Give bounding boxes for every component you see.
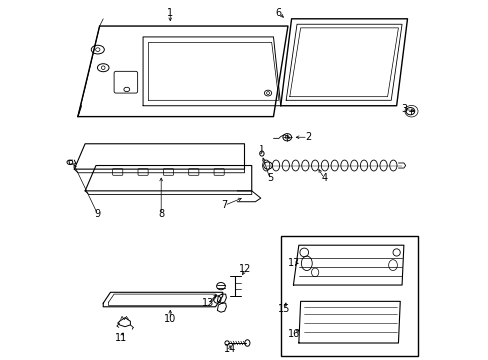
Text: 8: 8 [158, 210, 164, 219]
Text: 16: 16 [288, 329, 300, 339]
Text: 14: 14 [224, 344, 236, 354]
Text: 11: 11 [115, 333, 127, 343]
Text: 13: 13 [202, 298, 214, 308]
Text: 17: 17 [288, 258, 300, 268]
Text: 10: 10 [164, 314, 176, 324]
Text: 6: 6 [275, 8, 282, 18]
Text: 4: 4 [321, 173, 326, 183]
Text: 5: 5 [266, 173, 272, 183]
Text: 12: 12 [239, 264, 251, 274]
Text: 3: 3 [400, 104, 406, 114]
Text: 15: 15 [278, 304, 290, 314]
Text: 2: 2 [304, 132, 310, 142]
Text: 7: 7 [221, 201, 227, 210]
Text: 1: 1 [167, 8, 173, 18]
Text: 9: 9 [95, 210, 101, 219]
Bar [280, 236, 418, 356]
